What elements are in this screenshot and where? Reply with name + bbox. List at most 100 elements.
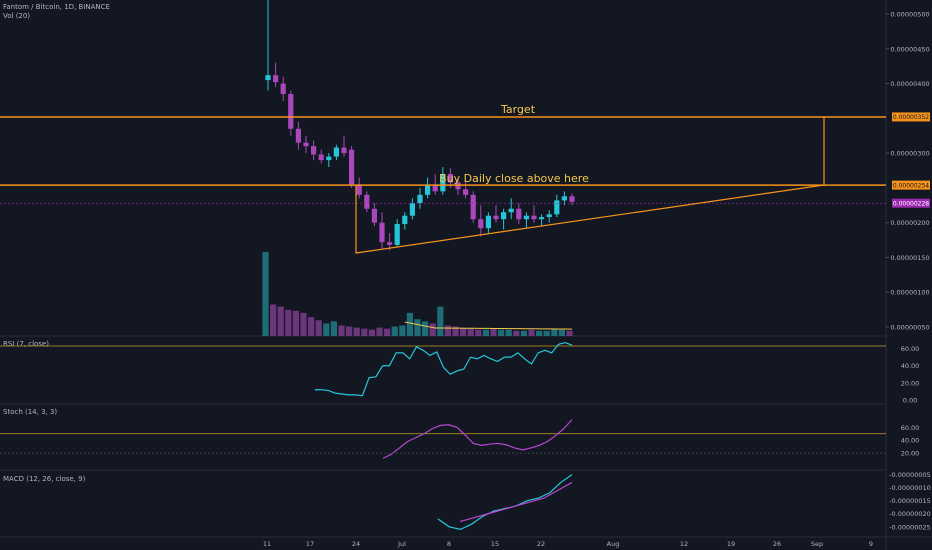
candle-body (485, 215, 491, 229)
candle-body (478, 219, 484, 229)
candle-body (554, 200, 560, 215)
macd-pane[interactable]: -0.00000005 -0.00000010 -0.00000015 -0.0000… (437, 471, 931, 531)
volume-bar (422, 321, 429, 336)
buy-tag-box (892, 180, 930, 190)
triangle-support-line[interactable] (355, 184, 825, 254)
volume-bar (323, 323, 330, 336)
volume-bar (551, 328, 558, 336)
price-tick-label: 0.00000400 (890, 80, 929, 88)
candle-body (311, 146, 317, 155)
candle-body (470, 194, 476, 220)
date-tick-label: 15 (491, 540, 499, 548)
indicator-tick-label: 40.00 (901, 437, 920, 445)
candle-body (447, 173, 453, 183)
volume-bar (368, 329, 376, 336)
volume-bar (391, 326, 398, 336)
volume-bar (536, 330, 543, 336)
volume-bar (505, 329, 512, 336)
volume-bar (460, 327, 467, 336)
volume-bar (376, 327, 383, 336)
candle-body (569, 196, 575, 202)
indicator-tick-label: 0.00 (903, 397, 917, 405)
candle-body (402, 215, 408, 225)
target-price-tag: 0.00000352 (892, 112, 930, 122)
price-tick-label: 0.00000200 (890, 219, 929, 227)
volume-bar (277, 306, 284, 336)
candle-body (333, 147, 339, 157)
stoch-label: Stoch (14, 3, 3) (3, 408, 57, 416)
candle-body (409, 203, 415, 216)
date-tick-label: 17 (306, 540, 314, 548)
candle-body (303, 142, 309, 147)
target-annotation[interactable]: Target (500, 103, 536, 116)
candle-body (265, 75, 271, 81)
volume-ma-line (404, 321, 573, 330)
candle-body (356, 184, 362, 195)
price-axis[interactable]: 0.00000500 0.00000450 0.00000400 0.00000300… (886, 11, 930, 332)
volume-bar (330, 321, 338, 336)
indicator-line (382, 419, 573, 459)
price-tick-label: 0.00000150 (890, 254, 929, 262)
candle-body (417, 194, 423, 204)
target-tag-box (892, 112, 930, 122)
indicator-tick-label: -0.00000015 (889, 497, 931, 505)
volume-bar (543, 330, 550, 336)
date-axis[interactable]: 11 17 24 Jul 8 15 22 Aug 12 19 26 Sep 9 (263, 540, 873, 548)
date-tick-label: 19 (727, 540, 735, 548)
candle-body (523, 215, 529, 220)
indicator-line (459, 481, 573, 523)
volume-bar (353, 327, 360, 336)
buy-annotation[interactable]: Buy Daily close above here (439, 172, 589, 185)
date-tick-label: Jul (397, 540, 406, 548)
volume-bar (384, 328, 391, 336)
indicator-tick-label: -0.00000020 (889, 510, 931, 518)
volume-bar (262, 252, 269, 336)
candle-body (349, 149, 355, 185)
volume-indicator-label: Vol (20) (3, 12, 30, 20)
volume-bar (498, 329, 505, 336)
date-tick-label: 8 (447, 540, 451, 548)
date-tick-label: 22 (537, 540, 545, 548)
date-tick-label: 11 (263, 540, 271, 548)
volume-bar (490, 328, 497, 336)
ascending-triangle-drawing[interactable] (355, 117, 825, 254)
candle-body (273, 75, 279, 83)
rsi-pane[interactable]: 60.00 40.00 20.00 0.00 (0, 341, 919, 405)
volume-bar (475, 329, 482, 336)
volume-bar (437, 306, 444, 336)
volume-bar (520, 330, 528, 336)
indicator-tick-label: 60.00 (901, 424, 920, 432)
indicator-line (315, 341, 573, 397)
volume-bar (444, 325, 452, 336)
candle-body (546, 214, 552, 218)
candle-body (432, 184, 438, 192)
price-tick-label: 0.00000100 (890, 289, 929, 297)
candlesticks (265, 0, 575, 251)
volume-bar (452, 326, 459, 336)
volume-bar (285, 309, 292, 336)
price-tick-label: 0.00000500 (890, 11, 929, 19)
volume-bar (399, 325, 406, 336)
candle-body (364, 194, 370, 209)
volume-bar (346, 326, 353, 336)
target-tag-text: 0.00000352 (893, 114, 929, 121)
candle-body (501, 212, 507, 220)
stoch-pane[interactable]: 60.00 40.00 20.00 (0, 419, 920, 459)
volume-bar (528, 329, 535, 336)
candle-body (371, 208, 377, 223)
candle-body (463, 189, 469, 195)
volume-bar (300, 312, 307, 336)
candle-body (561, 196, 567, 201)
candle-body (516, 208, 522, 220)
candle-body (440, 173, 446, 192)
last-tag-text: 0.00000228 (893, 200, 929, 207)
volume-bar (467, 328, 474, 336)
volume-bar (429, 323, 436, 336)
last-tag-box (892, 198, 930, 208)
volume-bar (482, 329, 490, 336)
rsi-label: RSI (7, close) (3, 340, 49, 348)
date-tick-label: 9 (869, 540, 873, 548)
candle-body (379, 222, 385, 243)
